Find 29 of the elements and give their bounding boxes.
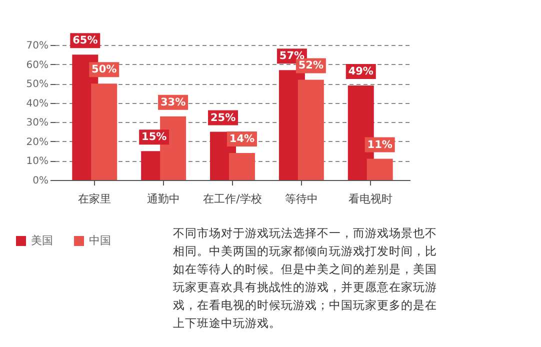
- data-label: 50%: [92, 64, 118, 76]
- data-label: 14%: [229, 133, 256, 145]
- y-tick-label: 40%: [26, 98, 48, 110]
- y-tick-label: 20%: [26, 136, 48, 148]
- bar: [298, 80, 324, 180]
- y-tick-label: 10%: [26, 156, 48, 168]
- y-tick-label: 60%: [26, 60, 48, 71]
- bar: [228, 153, 255, 180]
- y-tick-label: 50%: [26, 79, 48, 90]
- legend-label: 美国: [31, 234, 53, 247]
- data-label: 65%: [72, 34, 98, 47]
- x-tick-label: 通勤中: [147, 192, 180, 206]
- data-label: 15%: [142, 131, 168, 144]
- text: 不同市场对于游戏玩法选择不一，而游戏场景也不相同。中美两国的玩家都倾向玩游戏打发时间，比如在等待人的时候。但是中美之间的差别是，美国玩家更喜欢具有挑战性的游戏，并更愿意在家玩游戏，在看电视的时候玩游戏；中国玩家更多的是在上下班途中玩游戏。: [173, 226, 437, 330]
- x-tick-label: 看电视时: [348, 192, 392, 206]
- data-label: 49%: [348, 66, 374, 78]
- data-label: 25%: [210, 112, 236, 124]
- y-tick-label: 70%: [26, 40, 48, 52]
- data-label: 33%: [160, 96, 186, 108]
- x-tick-label: 等待中: [284, 192, 318, 206]
- bar: [366, 158, 393, 180]
- y-tick-label: 0%: [32, 176, 48, 186]
- x-tick-label: 在家里: [78, 192, 112, 206]
- y-tick-label: 30%: [26, 118, 48, 129]
- data-label: 11%: [367, 138, 393, 151]
- bar: [91, 84, 118, 180]
- legend-label: 中国: [89, 234, 111, 247]
- x-tick-label: 在工作/学校: [203, 192, 262, 206]
- data-label: 52%: [298, 60, 324, 72]
